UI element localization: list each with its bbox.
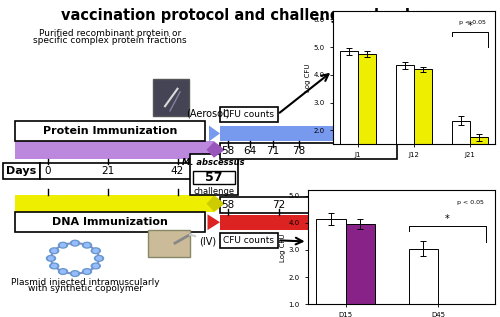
FancyBboxPatch shape bbox=[15, 195, 214, 212]
Polygon shape bbox=[214, 141, 225, 158]
Y-axis label: Log CFU: Log CFU bbox=[280, 233, 286, 262]
Polygon shape bbox=[214, 195, 225, 212]
Bar bbox=[316, 219, 346, 317]
FancyBboxPatch shape bbox=[40, 163, 205, 179]
Text: Days: Days bbox=[6, 166, 36, 176]
Text: DNA Immunization: DNA Immunization bbox=[52, 217, 168, 227]
FancyBboxPatch shape bbox=[220, 215, 389, 230]
Circle shape bbox=[58, 269, 68, 275]
Circle shape bbox=[58, 242, 68, 248]
FancyBboxPatch shape bbox=[148, 230, 190, 257]
Text: Plasmid injected intramuscularly: Plasmid injected intramuscularly bbox=[10, 278, 160, 287]
Bar bbox=[340, 51, 358, 186]
FancyBboxPatch shape bbox=[192, 171, 235, 184]
Bar bbox=[438, 311, 468, 317]
Polygon shape bbox=[389, 126, 400, 141]
Polygon shape bbox=[206, 196, 225, 212]
Text: 0: 0 bbox=[44, 166, 51, 176]
Text: 42: 42 bbox=[171, 166, 184, 176]
Circle shape bbox=[94, 264, 98, 268]
Circle shape bbox=[82, 269, 92, 275]
Circle shape bbox=[46, 256, 56, 261]
Circle shape bbox=[50, 248, 58, 254]
Text: 64: 64 bbox=[244, 146, 256, 156]
FancyBboxPatch shape bbox=[152, 79, 188, 116]
FancyBboxPatch shape bbox=[220, 107, 278, 122]
Polygon shape bbox=[389, 215, 400, 230]
Bar bbox=[358, 54, 376, 186]
Text: 78: 78 bbox=[292, 146, 305, 156]
Text: Protein Immunization: Protein Immunization bbox=[43, 126, 177, 136]
Circle shape bbox=[82, 242, 92, 248]
Circle shape bbox=[50, 263, 58, 269]
Text: CFU counts: CFU counts bbox=[223, 236, 274, 245]
Text: specific complex protein fractions: specific complex protein fractions bbox=[33, 36, 187, 45]
Text: Purified recombinant protein or: Purified recombinant protein or bbox=[39, 29, 181, 38]
Circle shape bbox=[84, 270, 89, 273]
Text: challenge: challenge bbox=[193, 187, 234, 196]
Circle shape bbox=[72, 242, 78, 245]
Y-axis label: Log CFU: Log CFU bbox=[305, 63, 311, 92]
Polygon shape bbox=[206, 142, 225, 158]
Circle shape bbox=[94, 249, 98, 252]
Text: vaccination protocol and challenge calendar :: vaccination protocol and challenge calen… bbox=[62, 8, 438, 23]
Circle shape bbox=[96, 257, 102, 260]
Bar bbox=[452, 121, 469, 186]
Text: *: * bbox=[468, 21, 472, 30]
Circle shape bbox=[52, 249, 57, 252]
Text: 102: 102 bbox=[340, 200, 360, 210]
Text: 72: 72 bbox=[272, 200, 285, 210]
Text: (IV): (IV) bbox=[199, 237, 216, 247]
Text: *: * bbox=[445, 214, 450, 224]
Text: 58: 58 bbox=[221, 146, 234, 156]
Polygon shape bbox=[208, 214, 220, 230]
FancyBboxPatch shape bbox=[220, 197, 398, 213]
Text: with synthetic copolymer: with synthetic copolymer bbox=[28, 284, 142, 293]
Circle shape bbox=[92, 248, 100, 254]
FancyBboxPatch shape bbox=[220, 233, 278, 248]
Text: 57: 57 bbox=[205, 171, 222, 184]
Bar bbox=[470, 137, 488, 186]
FancyBboxPatch shape bbox=[15, 141, 214, 158]
Circle shape bbox=[60, 270, 66, 273]
Polygon shape bbox=[209, 126, 220, 141]
Circle shape bbox=[52, 264, 57, 268]
FancyBboxPatch shape bbox=[15, 121, 205, 141]
Text: p < 0.05: p < 0.05 bbox=[458, 200, 484, 205]
Circle shape bbox=[60, 243, 66, 247]
FancyBboxPatch shape bbox=[15, 212, 205, 232]
Text: 21: 21 bbox=[101, 166, 114, 176]
Bar bbox=[408, 249, 438, 317]
Text: (Aerosol): (Aerosol) bbox=[186, 108, 229, 118]
Text: p < 0.05: p < 0.05 bbox=[459, 20, 486, 25]
Circle shape bbox=[70, 240, 80, 246]
Text: CFU counts: CFU counts bbox=[223, 110, 274, 119]
FancyBboxPatch shape bbox=[190, 154, 238, 195]
Text: M. abscessus: M. abscessus bbox=[182, 158, 245, 166]
Bar bbox=[396, 65, 414, 186]
Text: 71: 71 bbox=[266, 146, 279, 156]
Text: 58: 58 bbox=[221, 200, 234, 210]
FancyBboxPatch shape bbox=[220, 126, 389, 141]
Bar bbox=[346, 224, 376, 317]
Circle shape bbox=[94, 256, 104, 261]
Circle shape bbox=[72, 272, 78, 275]
FancyBboxPatch shape bbox=[220, 143, 398, 158]
Circle shape bbox=[92, 263, 100, 269]
FancyBboxPatch shape bbox=[2, 163, 40, 179]
Circle shape bbox=[70, 271, 80, 276]
Bar bbox=[414, 69, 432, 186]
Circle shape bbox=[48, 257, 54, 260]
Circle shape bbox=[84, 243, 89, 247]
